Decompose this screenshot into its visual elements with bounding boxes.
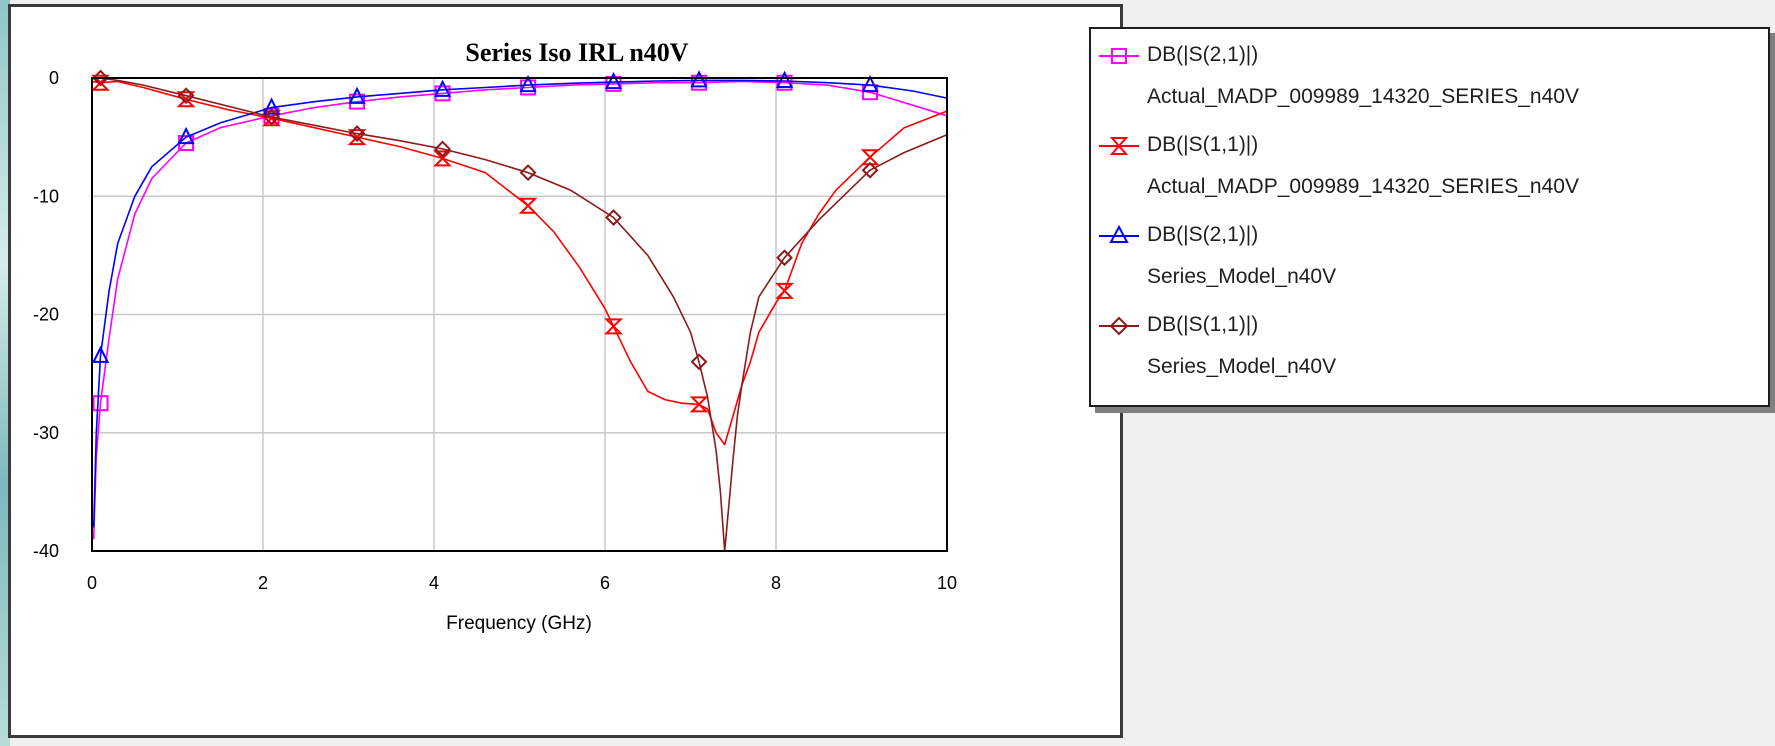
legend-entry-measured-s11: DB(|S(1,1)|) Actual_MADP_009989_14320_SE…: [1091, 123, 1768, 215]
data-point-marker: [434, 140, 451, 158]
grid-layer: [92, 78, 947, 551]
data-point-marker: [177, 87, 195, 105]
series-0: [92, 74, 948, 540]
data-point-marker: [518, 197, 538, 214]
chart-window: Series Iso IRL n40V 0 2 4 6 8 10 0 -10 -20 -30 -40…: [8, 4, 1123, 738]
legend-entry-measured-s21: DB(|S(2,1)|) Actual_MADP_009989_14320_SE…: [1091, 33, 1768, 125]
series-1: [91, 74, 948, 446]
data-point-marker: [604, 318, 623, 335]
legend-name: DB(|S(2,1)|): [1147, 223, 1259, 246]
series-line: [92, 77, 948, 552]
x-tick-label: 8: [771, 573, 781, 593]
legend-source: Series_Model_n40V: [1147, 265, 1337, 288]
data-point-marker: [604, 71, 623, 90]
data-point-marker: [776, 74, 793, 91]
data-point-marker: [519, 74, 537, 93]
data-point-marker: [690, 70, 708, 88]
series-layer: [91, 69, 948, 552]
data-point-marker: [92, 69, 109, 87]
legend-name: DB(|S(2,1)|): [1147, 43, 1259, 66]
legend-source: Actual_MADP_009989_14320_SERIES_n40V: [1147, 175, 1579, 198]
y-tick-label: 0: [49, 68, 59, 88]
x-tick-label: 0: [87, 573, 97, 593]
legend-name: DB(|S(1,1)|): [1147, 133, 1259, 156]
data-point-marker: [177, 126, 195, 145]
data-point-marker: [775, 70, 794, 88]
legend-entry-model-s21: DB(|S(2,1)|) Series_Model_n40V: [1091, 213, 1768, 305]
series-2: [91, 70, 948, 528]
legend: DB(|S(2,1)|) Actual_MADP_009989_14320_SE…: [1089, 27, 1770, 407]
data-point-marker: [519, 164, 537, 182]
data-point-marker: [263, 108, 280, 126]
x-tick-label: 6: [600, 573, 610, 593]
legend-swatch-triangle-icon: [1099, 224, 1139, 243]
legend-source: Actual_MADP_009989_14320_SERIES_n40V: [1147, 85, 1579, 108]
series-3: [92, 69, 948, 552]
x-tick-label: 10: [937, 573, 957, 593]
series-line: [91, 80, 948, 446]
data-point-marker: [860, 149, 880, 166]
data-point-marker: [775, 282, 794, 299]
plot-canvas: Series Iso IRL n40V 0 2 4 6 8 10 0 -10 -20 -30 -40…: [33, 38, 957, 634]
data-point-marker: [690, 353, 708, 371]
legend-swatch-square-icon: [1099, 48, 1139, 64]
x-tick-label: 2: [258, 573, 268, 593]
data-point-marker: [861, 161, 879, 179]
x-axis-label: Frequency (GHz): [446, 613, 592, 634]
data-point-marker: [348, 125, 366, 142]
data-point-marker: [433, 79, 452, 97]
data-point-marker: [691, 74, 708, 91]
data-point-marker: [91, 74, 110, 91]
y-tick-label: -30: [33, 423, 59, 443]
legend-swatch-diamond-icon: [1099, 316, 1139, 336]
data-point-marker: [433, 150, 452, 167]
legend-entry-model-s11: DB(|S(1,1)|) Series_Model_n40V: [1091, 303, 1768, 395]
x-tick-label: 4: [429, 573, 439, 593]
data-point-marker: [91, 345, 110, 363]
data-point-marker: [520, 79, 537, 96]
data-point-marker: [605, 75, 622, 92]
y-tick-label: -20: [33, 305, 59, 325]
data-point-marker: [776, 249, 793, 267]
data-point-marker: [861, 74, 879, 93]
tick-layer: 0 2 4 6 8 10 0 -10 -20 -30 -40: [33, 68, 957, 593]
plot-frame: [91, 77, 948, 552]
legend-source: Series_Model_n40V: [1147, 355, 1337, 378]
window-edge-stripe: [0, 0, 10, 746]
data-point-marker: [434, 85, 451, 102]
data-point-marker: [605, 209, 622, 226]
y-tick-label: -40: [33, 541, 59, 561]
series-line: [92, 80, 948, 540]
data-point-marker: [348, 86, 366, 104]
legend-name: DB(|S(1,1)|): [1147, 313, 1259, 336]
data-point-marker: [92, 395, 109, 412]
y-tick-label: -10: [33, 186, 59, 206]
legend-swatch-hourglass-icon: [1099, 137, 1139, 155]
data-point-marker: [689, 396, 709, 413]
data-point-marker: [262, 97, 281, 115]
chart-title: Series Iso IRL n40V: [465, 38, 688, 67]
series-line: [92, 79, 948, 528]
